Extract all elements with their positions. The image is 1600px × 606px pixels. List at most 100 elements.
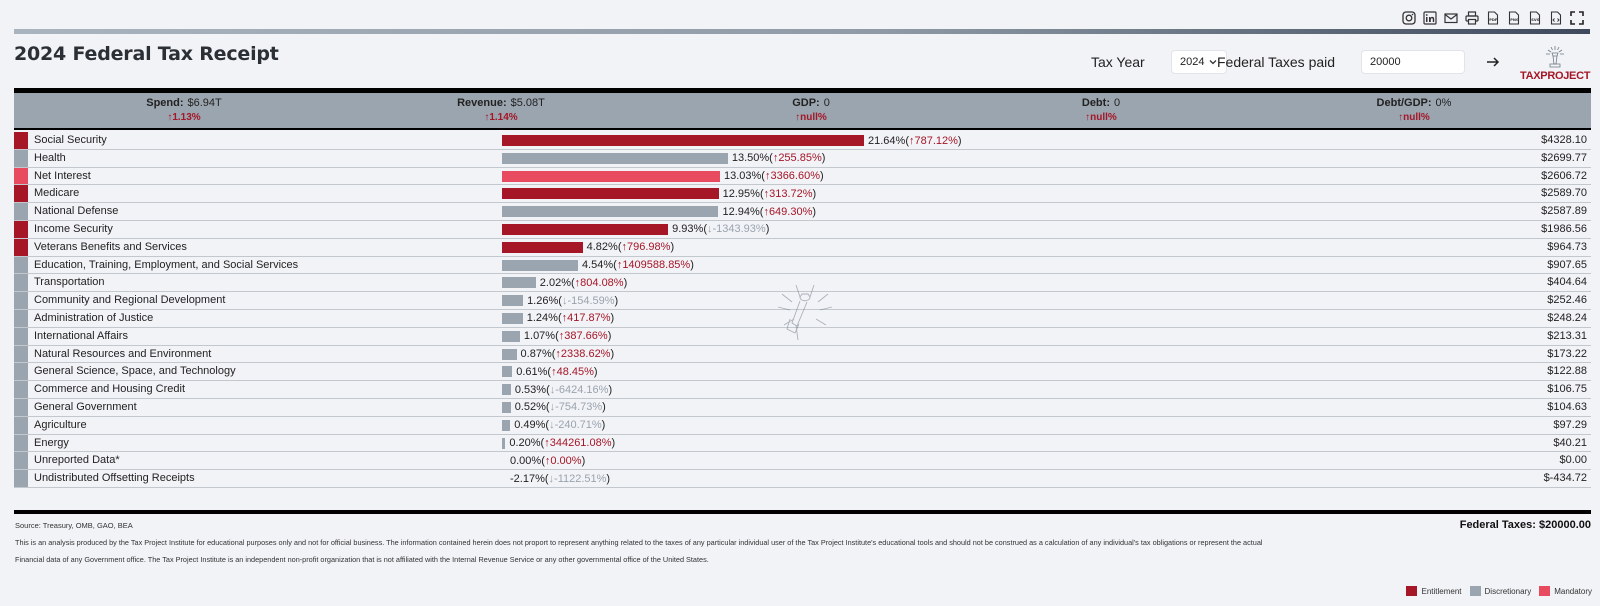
row-name: Natural Resources and Environment [34, 347, 212, 360]
share-change: -154.59% [567, 294, 615, 307]
share-percent: 4.82% [586, 241, 618, 254]
table-row[interactable]: Medicare 12.95%(↑313.72%) $2589.70 [14, 185, 1591, 204]
share-change: -754.73% [555, 401, 603, 414]
share-percent: 13.03% [723, 170, 762, 183]
share-bar [502, 366, 513, 378]
table-row[interactable]: Agriculture 0.49%(↓-240.71%) $97.29 [14, 416, 1591, 435]
share-label: 1.24%(↑417.87%) [526, 312, 615, 325]
arrow-down-icon: ↓ [706, 223, 713, 236]
tax-year-select[interactable]: 2024 [1171, 50, 1227, 74]
share-label: 0.49%(↓-240.71%) [514, 419, 606, 432]
table-row[interactable]: Natural Resources and Environment 0.87%(↑… [14, 345, 1591, 364]
share-percent: 1.24% [526, 312, 558, 325]
table-row[interactable]: General Government 0.52%(↓-754.73%) $104.6… [14, 398, 1591, 417]
table-row[interactable]: Community and Regional Development 1.26%(… [14, 292, 1591, 310]
share-change: 313.72% [769, 187, 813, 200]
share-bar-group: 4.82%(↑796.98%) [502, 241, 675, 254]
svg-text:PDF: PDF [1489, 18, 1498, 22]
row-name: Veterans Benefits and Services [34, 240, 187, 253]
png-icon[interactable]: PNG [1507, 10, 1521, 25]
mail-icon[interactable] [1444, 10, 1458, 25]
table-row[interactable]: Undistributed Offsetting Receipts -2.17%(… [14, 470, 1591, 488]
table-row[interactable]: Administration of Justice 1.24%(↑417.87%)… [14, 309, 1591, 328]
table-row[interactable]: General Science, Space, and Technology 0.… [14, 363, 1591, 382]
summary-label: Revenue: [457, 97, 507, 109]
summary-value: 0% [1435, 97, 1452, 109]
spending-table: Social Security 21.64%(↑787.12%) $4328.10 H… [14, 132, 1591, 488]
summary-change: ↑1.14% [484, 112, 518, 123]
share-label: 4.82%(↑796.98%) [586, 241, 675, 254]
svg-text:SVG: SVG [1531, 18, 1539, 22]
instagram-icon[interactable] [1402, 10, 1416, 25]
share-bar-group: 1.07%(↑387.66%) [502, 330, 612, 343]
statue-logo-icon [1546, 46, 1564, 68]
table-row[interactable]: Veterans Benefits and Services 4.82%(↑796… [14, 238, 1591, 257]
summary-debt-gdp: Debt/GDP: 0% ↑null% [1314, 97, 1514, 123]
category-swatch [14, 132, 28, 149]
share-label: 0.52%(↓-754.73%) [514, 401, 606, 414]
share-label: 13.03%(↑3366.60%) [723, 170, 824, 183]
table-row[interactable]: Unreported Data* 0.00%(↑0.00%) $0.00 [14, 452, 1591, 471]
arrow-up-icon: ↑ [555, 348, 561, 361]
table-row[interactable]: Social Security 21.64%(↑787.12%) $4328.10 [14, 132, 1591, 150]
category-swatch [14, 203, 28, 220]
arrow-down-icon: ↓ [549, 401, 556, 414]
share-bar [502, 223, 669, 235]
fullscreen-icon[interactable] [1570, 10, 1584, 25]
taxes-paid-label: Federal Taxes paid [1217, 54, 1336, 70]
category-swatch [14, 381, 28, 398]
share-bar-group: 0.52%(↓-754.73%) [502, 401, 606, 414]
share-percent: 1.07% [523, 330, 556, 343]
share-percent: 0.53% [514, 383, 547, 396]
summary-revenue: Revenue: $5.08T ↑1.14% [401, 97, 601, 123]
table-row[interactable]: Transportation 2.02%(↑804.08%) $404.64 [14, 274, 1591, 293]
row-name: Net Interest [34, 169, 91, 182]
share-bar-group: 2.02%(↑804.08%) [502, 276, 627, 289]
taxproject-logo[interactable]: TAXPROJECT [1520, 44, 1590, 82]
category-swatch [14, 185, 28, 203]
legend-label: Mandatory [1554, 586, 1592, 596]
legend-swatch [1406, 586, 1418, 596]
share-bar [502, 401, 511, 413]
table-row[interactable]: Energy 0.20%(↑344261.08%) $40.21 [14, 434, 1591, 453]
share-percent: 13.50% [731, 152, 770, 165]
print-icon[interactable] [1465, 10, 1479, 25]
share-change: 796.98% [627, 241, 671, 254]
arrow-down-icon: ↓ [561, 294, 568, 307]
share-percent: 12.95% [722, 187, 760, 200]
row-amount: $907.65 [1547, 258, 1587, 271]
pdf-icon[interactable]: PDF [1486, 10, 1500, 25]
table-row[interactable]: Commerce and Housing Credit 0.53%(↓-6424.… [14, 381, 1591, 399]
row-amount: $2699.77 [1541, 151, 1587, 164]
table-row[interactable]: National Defense 12.94%(↑649.30%) $2587.89 [14, 203, 1591, 221]
linkedin-icon[interactable] [1423, 10, 1437, 25]
share-bar [502, 295, 524, 307]
table-row[interactable]: Education, Training, Employment, and Soc… [14, 256, 1591, 275]
share-percent: -2.17% [510, 472, 545, 485]
category-swatch [14, 292, 28, 309]
share-percent: 4.54% [581, 259, 614, 272]
arrow-up-icon: ↑ [574, 276, 581, 289]
share-percent: 2.02% [539, 276, 571, 289]
share-percent: 0.49% [514, 419, 546, 432]
code-icon[interactable] [1549, 10, 1563, 25]
row-name: Agriculture [34, 418, 87, 431]
svg-icon[interactable]: SVG [1528, 10, 1542, 25]
table-row[interactable]: Net Interest 13.03%(↑3366.60%) $2606.72 [14, 167, 1591, 186]
taxes-paid-input[interactable] [1361, 50, 1465, 74]
share-label: 0.87%(↑2338.62%) [520, 348, 615, 361]
table-row[interactable]: Health 13.50%(↑255.85%) $2699.77 [14, 149, 1591, 168]
row-amount: $2606.72 [1541, 169, 1587, 182]
row-amount: $404.64 [1547, 276, 1587, 289]
table-row[interactable]: International Affairs 1.07%(↑387.66%) $213… [14, 327, 1591, 346]
share-bar-group: 0.61%(↑48.45%) [502, 366, 598, 378]
category-swatch [14, 363, 28, 381]
svg-text:PNG: PNG [1510, 18, 1519, 22]
arrow-right-icon[interactable] [1485, 52, 1501, 72]
summary-gdp: GDP: 0 ↑null% [711, 97, 911, 123]
row-name: Unreported Data* [34, 454, 120, 467]
share-bar [502, 188, 719, 200]
share-bar [502, 330, 520, 342]
table-row[interactable]: Income Security 9.93%(↓-1343.93%) $1986.56 [14, 220, 1591, 239]
share-label: 1.07%(↑387.66%) [523, 330, 612, 343]
